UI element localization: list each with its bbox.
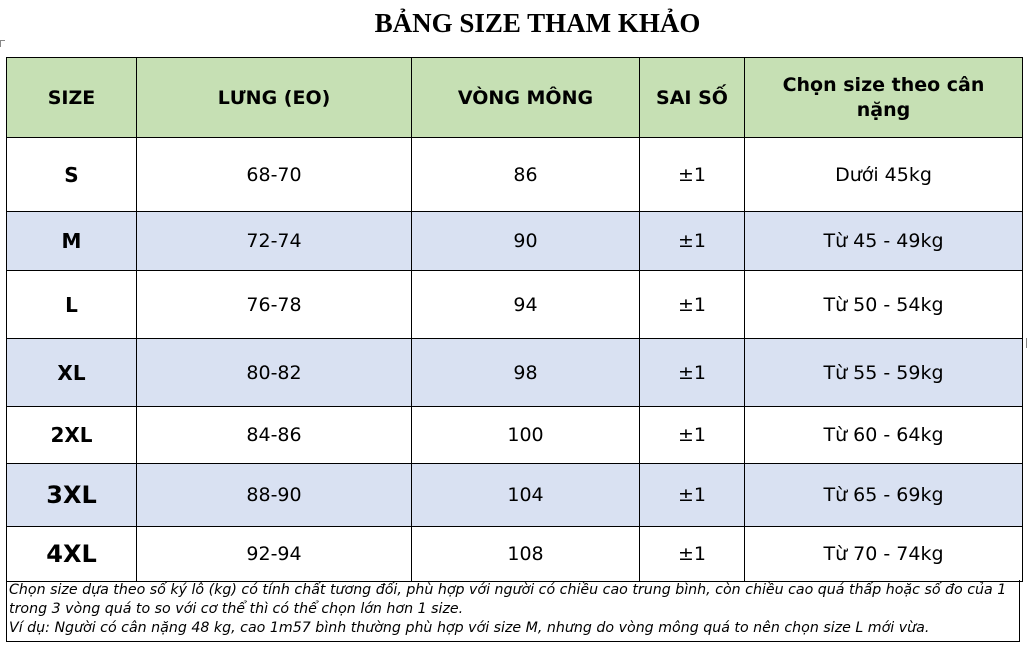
cell-weight: Từ 55 - 59kg bbox=[744, 338, 1023, 407]
cell-size: S bbox=[6, 137, 137, 212]
cell-hip: 94 bbox=[411, 270, 640, 339]
cell-size: M bbox=[6, 211, 137, 271]
note-example: Ví dụ: Người có cân nặng 48 kg, cao 1m57… bbox=[9, 620, 930, 636]
page-title: BẢNG SIZE THAM KHẢO bbox=[374, 8, 701, 38]
cell-waist: 80-82 bbox=[136, 338, 412, 407]
table-row: M 72-74 90 ±1 Từ 45 - 49kg bbox=[6, 211, 1023, 271]
cell-weight: Dưới 45kg bbox=[744, 137, 1023, 212]
cell-waist: 76-78 bbox=[136, 270, 412, 339]
table-row: 4XL 92-94 108 ±1 Từ 70 - 74kg bbox=[6, 526, 1023, 582]
header-hip: VÒNG MÔNG bbox=[411, 57, 640, 138]
cell-tolerance: ±1 bbox=[639, 338, 745, 407]
table-row: L 76-78 94 ±1 Từ 50 - 54kg bbox=[6, 270, 1023, 339]
table-row: 2XL 84-86 100 ±1 Từ 60 - 64kg bbox=[6, 406, 1023, 464]
cell-size: 4XL bbox=[6, 526, 137, 582]
cell-weight: Từ 45 - 49kg bbox=[744, 211, 1023, 271]
cell-tolerance: ±1 bbox=[639, 211, 745, 271]
cell-tolerance: ±1 bbox=[639, 270, 745, 339]
cell-hip: 98 bbox=[411, 338, 640, 407]
cell-weight: Từ 70 - 74kg bbox=[744, 526, 1023, 582]
cell-weight: Từ 60 - 64kg bbox=[744, 406, 1023, 464]
cell-tolerance: ±1 bbox=[639, 406, 745, 464]
cell-waist: 84-86 bbox=[136, 406, 412, 464]
cell-waist: 92-94 bbox=[136, 526, 412, 582]
cell-hip: 100 bbox=[411, 406, 640, 464]
cell-size: 3XL bbox=[6, 463, 137, 527]
cell-size: L bbox=[6, 270, 137, 339]
cell-weight: Từ 50 - 54kg bbox=[744, 270, 1023, 339]
size-note: Chọn size dựa theo số ký lô (kg) có tính… bbox=[6, 580, 1020, 642]
header-weight: Chọn size theo cân nặng bbox=[744, 57, 1023, 138]
cell-hip: 104 bbox=[411, 463, 640, 527]
cell-waist: 68-70 bbox=[136, 137, 412, 212]
cell-weight: Từ 65 - 69kg bbox=[744, 463, 1023, 527]
note-line-1: Chọn size dựa theo số ký lô (kg) có tính… bbox=[9, 582, 1007, 617]
header-tolerance: SAI SỐ bbox=[639, 57, 745, 138]
cell-hip: 108 bbox=[411, 526, 640, 582]
cell-size: XL bbox=[6, 338, 137, 407]
size-table: SIZE LƯNG (EO) VÒNG MÔNG SAI SỐ Chọn siz… bbox=[6, 57, 1023, 582]
cell-hip: 90 bbox=[411, 211, 640, 271]
cell-size: 2XL bbox=[6, 406, 137, 464]
header-waist: LƯNG (EO) bbox=[136, 57, 412, 138]
cell-tolerance: ±1 bbox=[639, 463, 745, 527]
table-row: XL 80-82 98 ±1 Từ 55 - 59kg bbox=[6, 338, 1023, 407]
cell-tolerance: ±1 bbox=[639, 137, 745, 212]
table-row: 3XL 88-90 104 ±1 Từ 65 - 69kg bbox=[6, 463, 1023, 527]
header-size: SIZE bbox=[6, 57, 137, 138]
table-row: S 68-70 86 ±1 Dưới 45kg bbox=[6, 137, 1023, 212]
cell-tolerance: ±1 bbox=[639, 526, 745, 582]
cell-waist: 88-90 bbox=[136, 463, 412, 527]
cell-waist: 72-74 bbox=[136, 211, 412, 271]
cell-marker bbox=[0, 40, 5, 47]
cell-hip: 86 bbox=[411, 137, 640, 212]
header-row: SIZE LƯNG (EO) VÒNG MÔNG SAI SỐ Chọn siz… bbox=[6, 57, 1023, 138]
